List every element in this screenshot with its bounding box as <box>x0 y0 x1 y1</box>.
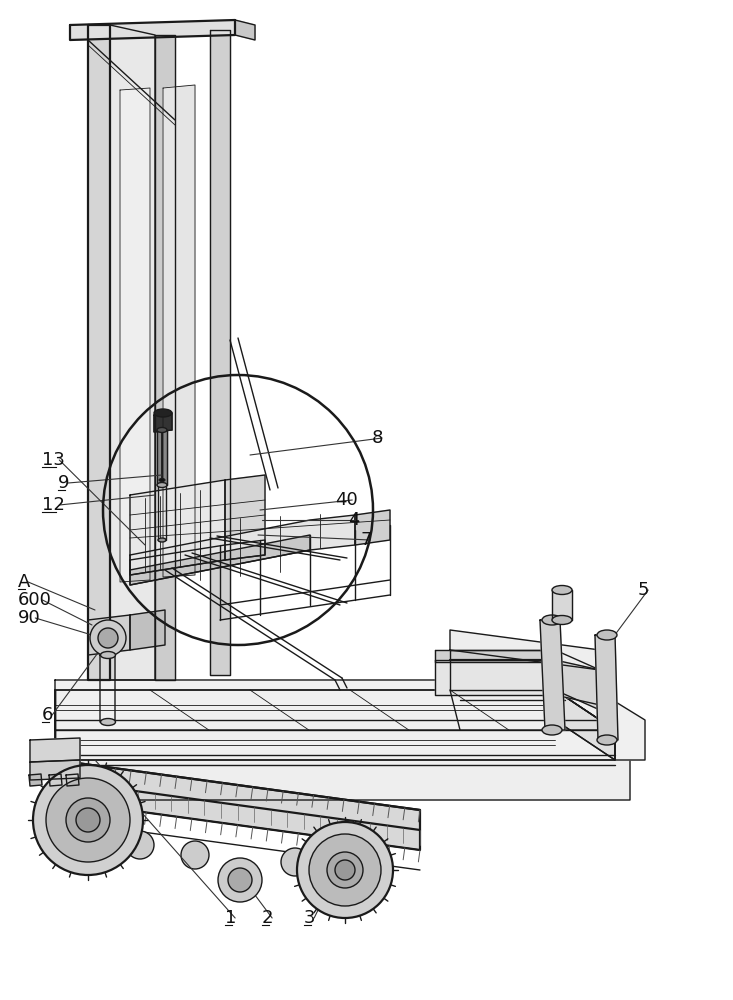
Text: 4: 4 <box>348 511 359 529</box>
Polygon shape <box>163 85 195 577</box>
Text: 2: 2 <box>262 909 273 927</box>
Ellipse shape <box>542 615 562 625</box>
Polygon shape <box>55 690 615 760</box>
Text: 7: 7 <box>360 531 372 549</box>
Text: 90: 90 <box>18 609 41 627</box>
Circle shape <box>335 860 355 880</box>
Circle shape <box>33 765 143 875</box>
Polygon shape <box>155 35 175 680</box>
Polygon shape <box>210 30 230 675</box>
Polygon shape <box>55 760 420 850</box>
Polygon shape <box>55 680 645 760</box>
Ellipse shape <box>100 718 116 726</box>
Polygon shape <box>450 630 600 670</box>
Polygon shape <box>235 20 255 40</box>
Polygon shape <box>55 690 615 730</box>
Ellipse shape <box>157 428 167 432</box>
Polygon shape <box>540 620 565 730</box>
Ellipse shape <box>158 538 166 542</box>
Ellipse shape <box>154 409 172 417</box>
Circle shape <box>76 808 100 832</box>
Text: 5: 5 <box>638 581 649 599</box>
Text: 3: 3 <box>304 909 315 927</box>
Polygon shape <box>154 413 172 432</box>
Circle shape <box>327 852 363 888</box>
Polygon shape <box>555 660 600 705</box>
Circle shape <box>281 848 309 876</box>
Text: 600: 600 <box>18 591 52 609</box>
Polygon shape <box>55 720 630 800</box>
Polygon shape <box>595 635 618 740</box>
Circle shape <box>218 858 262 902</box>
Polygon shape <box>130 610 165 650</box>
Polygon shape <box>30 738 80 762</box>
Text: 40: 40 <box>335 491 358 509</box>
Polygon shape <box>100 653 115 722</box>
Polygon shape <box>555 690 615 760</box>
Polygon shape <box>435 650 555 662</box>
Text: 6: 6 <box>42 706 54 724</box>
Polygon shape <box>88 615 130 655</box>
Text: 8: 8 <box>372 429 383 447</box>
Polygon shape <box>435 660 555 695</box>
Polygon shape <box>110 25 155 680</box>
Ellipse shape <box>159 479 165 482</box>
Circle shape <box>297 822 393 918</box>
Circle shape <box>228 868 252 892</box>
Polygon shape <box>555 650 600 710</box>
Polygon shape <box>66 774 79 786</box>
Polygon shape <box>29 774 42 786</box>
Ellipse shape <box>597 735 617 745</box>
Text: 13: 13 <box>42 451 65 469</box>
Ellipse shape <box>597 630 617 640</box>
Text: 1: 1 <box>225 909 236 927</box>
Circle shape <box>46 778 130 862</box>
Polygon shape <box>130 480 225 575</box>
Polygon shape <box>555 690 615 760</box>
Circle shape <box>66 798 110 842</box>
Text: 9: 9 <box>58 474 70 492</box>
Ellipse shape <box>552 585 572 594</box>
Circle shape <box>90 620 126 656</box>
Polygon shape <box>225 475 265 560</box>
Text: 12: 12 <box>42 496 65 514</box>
Text: A: A <box>18 573 30 591</box>
Circle shape <box>181 841 209 869</box>
Polygon shape <box>30 760 80 780</box>
Circle shape <box>309 834 381 906</box>
Ellipse shape <box>157 483 167 488</box>
Circle shape <box>98 628 118 648</box>
Ellipse shape <box>552 615 572 624</box>
Polygon shape <box>130 515 355 585</box>
Polygon shape <box>552 590 572 620</box>
Polygon shape <box>355 510 390 545</box>
Polygon shape <box>120 88 150 582</box>
Polygon shape <box>157 430 167 485</box>
Polygon shape <box>450 650 555 690</box>
Ellipse shape <box>100 652 116 658</box>
Polygon shape <box>130 540 265 575</box>
Ellipse shape <box>542 725 562 735</box>
Polygon shape <box>130 535 310 585</box>
Polygon shape <box>70 20 235 40</box>
Polygon shape <box>49 774 62 786</box>
Circle shape <box>126 831 154 859</box>
Polygon shape <box>88 25 110 680</box>
